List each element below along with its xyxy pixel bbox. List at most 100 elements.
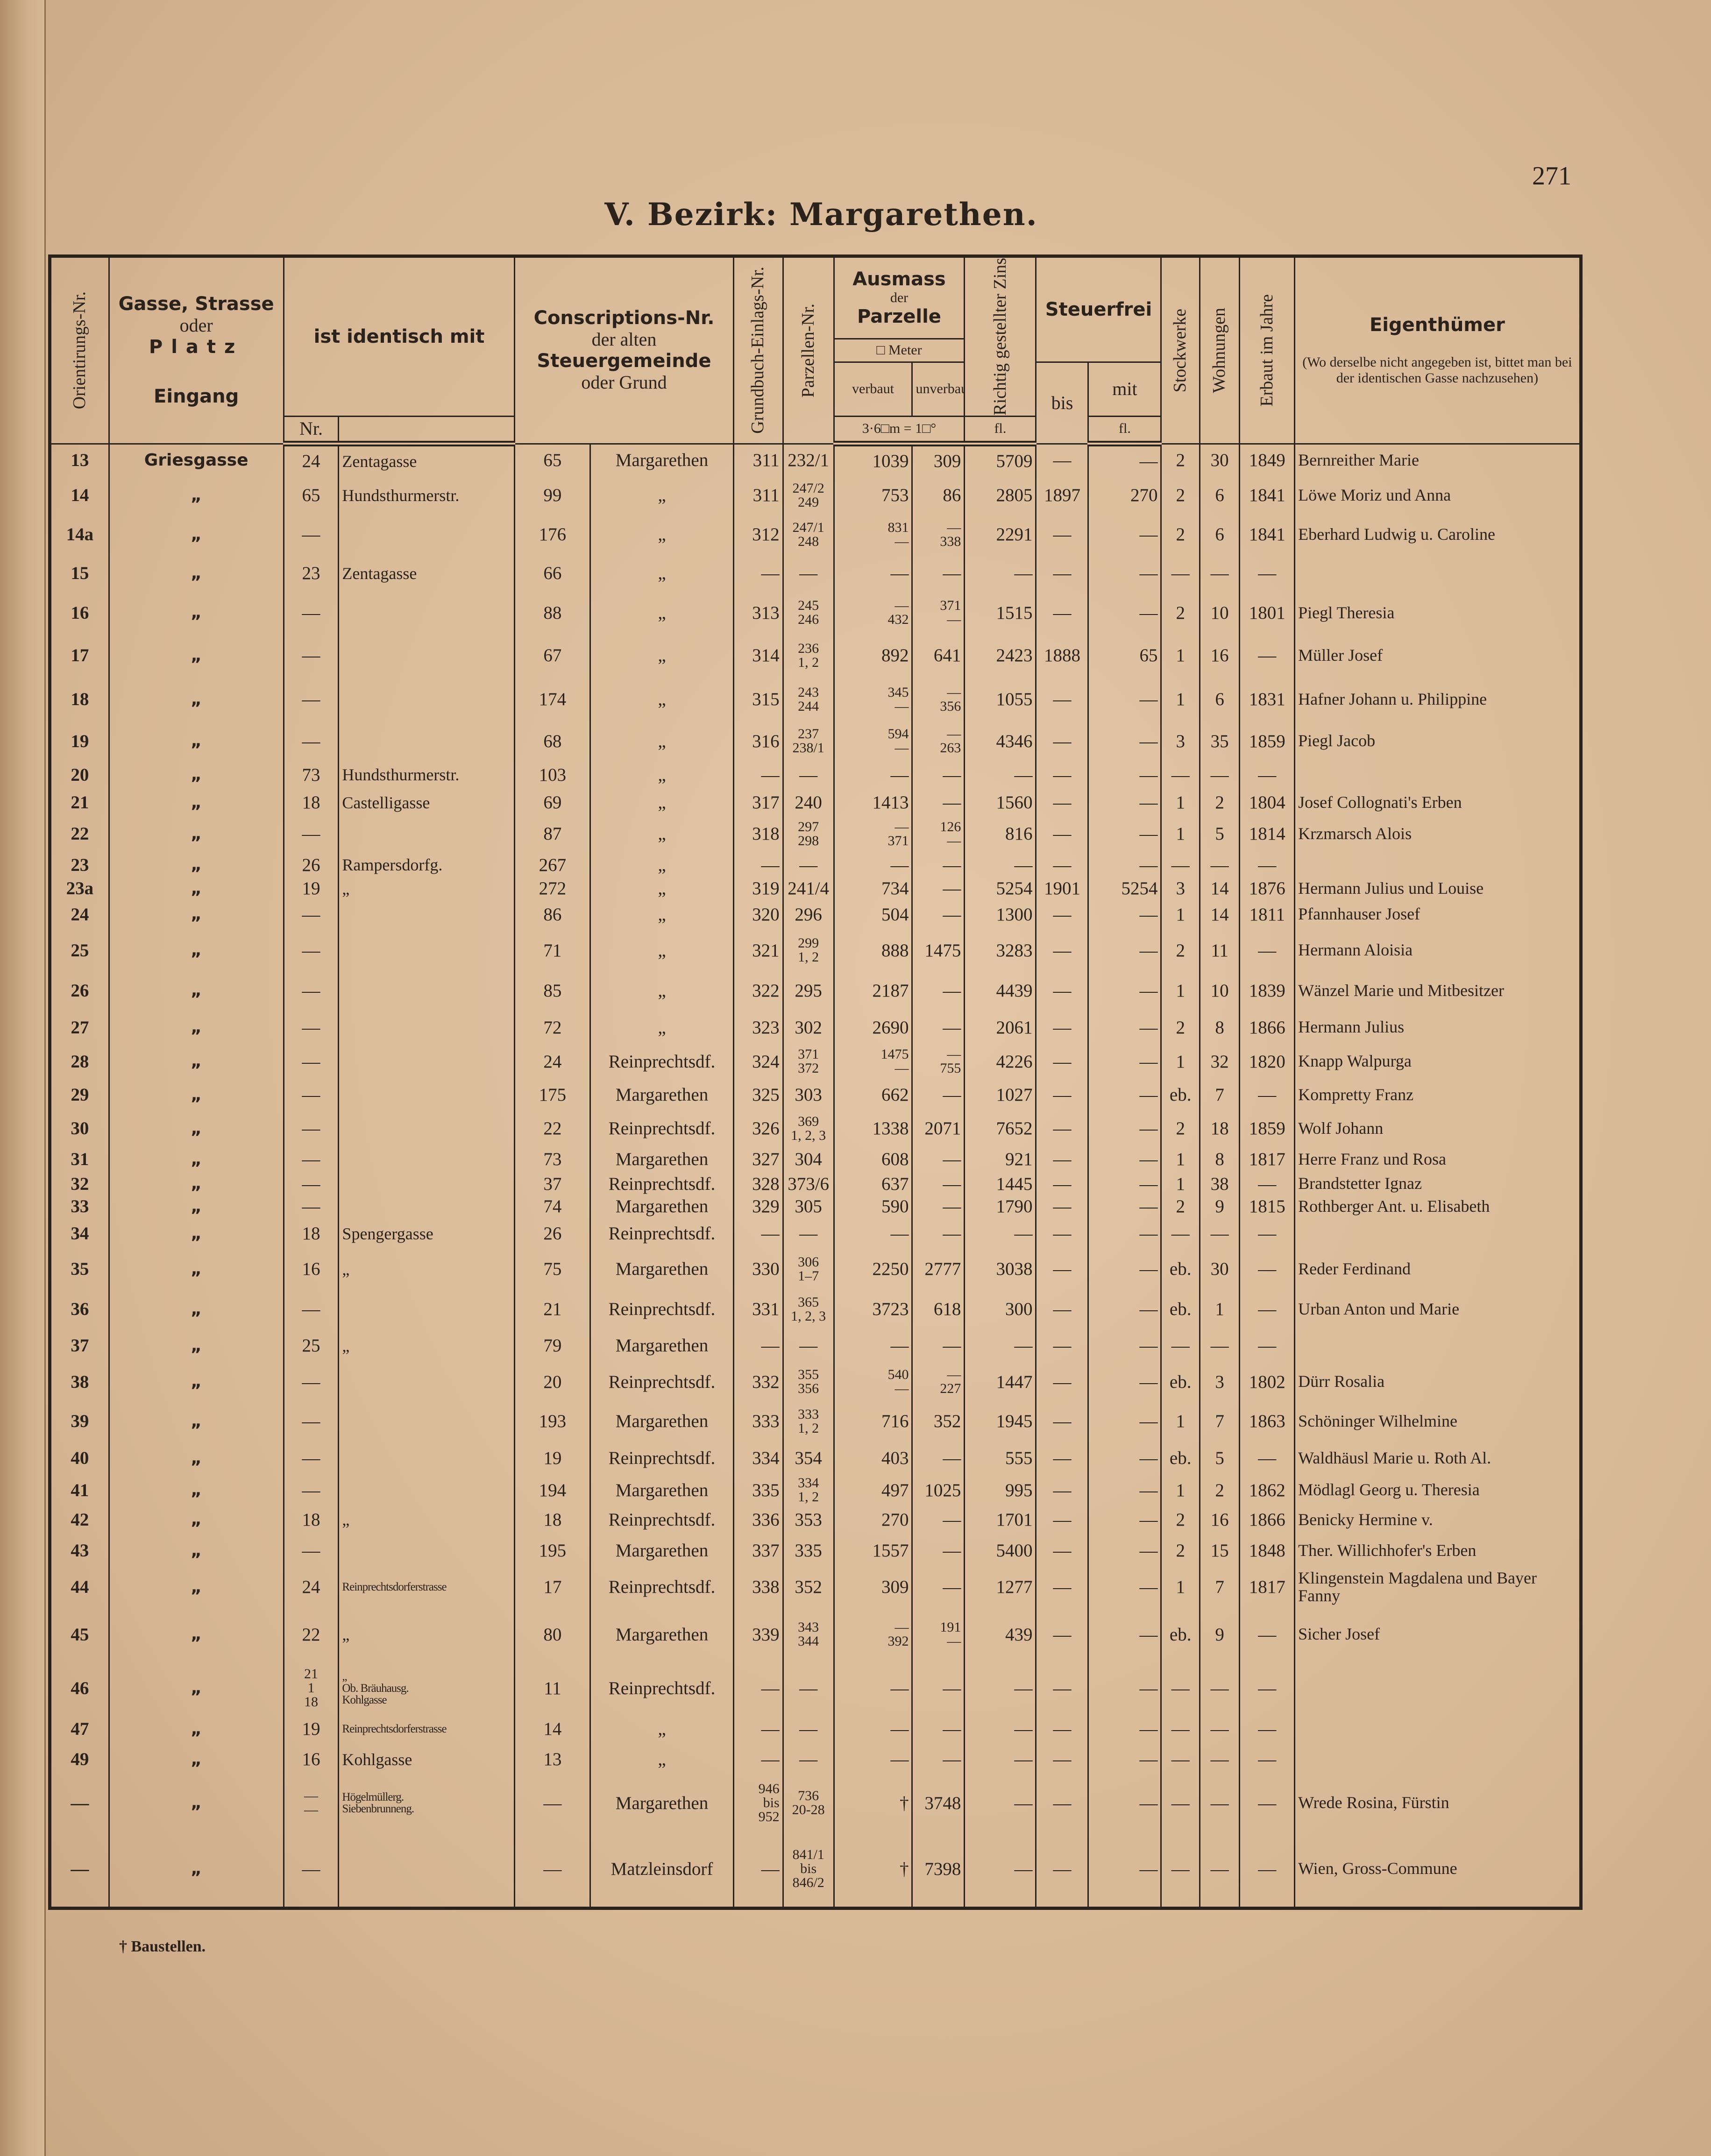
table-cell: — xyxy=(283,1289,340,1329)
table-cell: — xyxy=(283,721,340,761)
table-cell: 47 xyxy=(49,1714,110,1744)
table-cell: 1802 xyxy=(1239,1362,1296,1402)
table-cell: — xyxy=(1199,851,1241,878)
table-cell: — xyxy=(1035,1218,1089,1249)
table-cell: 79 xyxy=(514,1329,591,1363)
table-cell: Reinprechtsdorferstrasse xyxy=(338,1567,516,1607)
table-cell: „ xyxy=(589,592,734,634)
table-cell: 7652 xyxy=(964,1111,1037,1146)
table-cell: — 432 xyxy=(833,592,913,634)
table-cell: — 338 xyxy=(911,514,966,555)
table-cell: — xyxy=(1087,1045,1162,1079)
head-cell: Parzellen-Nr. xyxy=(782,255,835,445)
table-row: 21 „ 18 Castelligasse 69 „ 317 240 1413—1560— —1 2… xyxy=(49,789,1582,817)
table-cell: 40 xyxy=(49,1441,110,1475)
table-cell: 1 xyxy=(1160,633,1200,678)
table-cell: 322 xyxy=(732,971,784,1011)
table-cell: eb. xyxy=(1160,1441,1200,1475)
table-row: 47 „ 19 Reinprechtsdorferstrasse 14 „ — — — — — — — —… xyxy=(49,1714,1582,1744)
table-cell: 1300 xyxy=(964,898,1037,930)
table-cell: — xyxy=(1239,1173,1296,1195)
table-cell: — xyxy=(283,816,340,852)
table-cell: — xyxy=(283,514,340,555)
table-cell: 504 xyxy=(833,898,913,930)
table-cell: „ xyxy=(108,1289,284,1329)
table-cell: — xyxy=(1239,1249,1296,1290)
table-cell: — xyxy=(514,1774,591,1831)
table-cell: — xyxy=(1199,1831,1241,1909)
table-cell: 5 xyxy=(1199,1441,1241,1475)
table-cell: Hafner Johann u. Philippine xyxy=(1294,677,1582,722)
table-cell: Margarethen xyxy=(589,1401,734,1442)
head-text: Eigenthümer xyxy=(1369,314,1505,336)
table-cell: 21 xyxy=(514,1289,591,1329)
table-cell: — xyxy=(911,1078,966,1111)
table-cell: „ xyxy=(108,1111,284,1146)
table-cell: — xyxy=(1160,1831,1200,1909)
table-row: 35 „ 16 „ 75 Margarethen 330 306 1–7 2250 2777 303… xyxy=(49,1249,1582,1290)
table-cell xyxy=(338,1831,516,1909)
table-cell: 2187 xyxy=(833,971,913,1011)
table-cell: 355 356 xyxy=(782,1362,835,1402)
table-cell: 343 344 xyxy=(782,1607,835,1662)
table-cell: 14 xyxy=(49,476,110,515)
table-cell: — xyxy=(1035,851,1089,878)
table-cell: 305 xyxy=(782,1195,835,1219)
table-cell: 716 xyxy=(833,1401,913,1442)
table-cell: „ xyxy=(108,1362,284,1402)
table-cell: — xyxy=(283,1401,340,1442)
table-cell: „ xyxy=(589,898,734,930)
table-cell: 33 xyxy=(49,1195,110,1219)
table-cell: 335 xyxy=(782,1534,835,1568)
table-cell: Hermann Julius xyxy=(1294,1010,1582,1045)
table-cell: 18 xyxy=(283,1218,340,1249)
table-cell: — xyxy=(1160,851,1200,878)
table-cell: 316 xyxy=(732,721,784,761)
table-cell: 403 xyxy=(833,1441,913,1475)
table-cell: Reinprechtsdf. xyxy=(589,1362,734,1402)
table-cell: — xyxy=(833,1218,913,1249)
table-cell xyxy=(338,1111,516,1146)
table-cell: — xyxy=(283,677,340,722)
table-cell: „ xyxy=(108,721,284,761)
table-cell: „ xyxy=(589,1714,734,1744)
head-cell xyxy=(338,415,516,447)
table-cell: — 755 xyxy=(911,1045,966,1079)
table-cell: — xyxy=(782,1662,835,1715)
table-cell: — xyxy=(1087,1195,1162,1219)
table-cell: — xyxy=(1199,1774,1241,1831)
table-cell: — xyxy=(1035,971,1089,1011)
table-row: 37 „ 25 „ 79 Margarethen — — — — — — — — — — xyxy=(49,1329,1582,1363)
table-cell: 25 xyxy=(283,1329,340,1363)
table-cell: — xyxy=(1239,1774,1296,1831)
table-cell: „ xyxy=(108,1329,284,1363)
head-cell: 3·6□m = 1□° xyxy=(833,415,966,447)
table-cell: 19 xyxy=(283,1714,340,1744)
table-cell: Wolf Johann xyxy=(1294,1111,1582,1146)
table-cell: 555 xyxy=(964,1441,1037,1475)
table-cell: 1 xyxy=(1160,1475,1200,1506)
table-cell: 304 xyxy=(782,1145,835,1173)
table-cell: 24 xyxy=(283,1567,340,1607)
table-cell: — xyxy=(911,1567,966,1607)
table-cell: — xyxy=(1087,1401,1162,1442)
table-cell: — xyxy=(833,1329,913,1363)
table-cell: „ xyxy=(108,1662,284,1715)
table-cell: Waldhäusl Marie u. Roth Al. xyxy=(1294,1441,1582,1475)
table-cell: — xyxy=(1087,1475,1162,1506)
table-cell: Margarethen xyxy=(589,1329,734,1363)
head-text: Eingang xyxy=(154,386,239,408)
table-cell: Eberhard Ludwig u. Caroline xyxy=(1294,514,1582,555)
table-cell: Schöninger Wilhelmine xyxy=(1294,1401,1582,1442)
table-cell: 27 xyxy=(49,1010,110,1045)
table-cell: — xyxy=(283,1145,340,1173)
head-text: Parzelle xyxy=(857,306,941,328)
table-cell: 16 xyxy=(1199,633,1241,678)
table-cell: „ xyxy=(108,677,284,722)
table-cell: 439 xyxy=(964,1607,1037,1662)
table-cell: 99 xyxy=(514,476,591,515)
table-row: 17 „ —67 „ 314 236 1, 2 892 641 2423 1888 65 1 16— Mü… xyxy=(49,633,1582,678)
table-cell: 29 xyxy=(49,1078,110,1111)
table-cell: — 356 xyxy=(911,677,966,722)
